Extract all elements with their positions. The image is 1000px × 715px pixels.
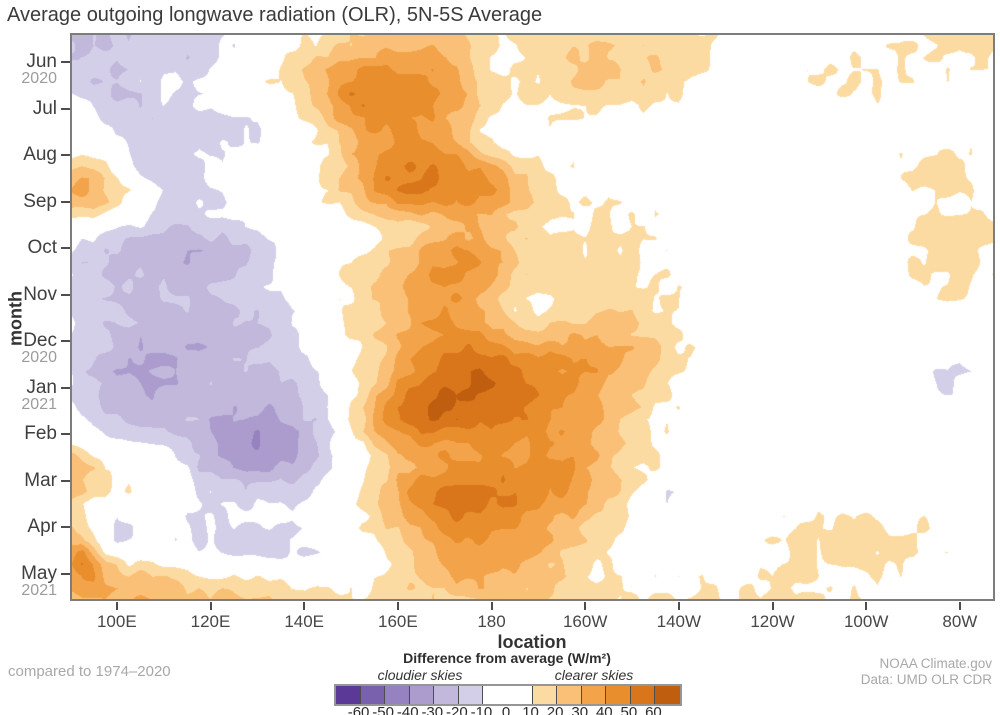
y-axis-title: month xyxy=(5,291,26,346)
colorbar-tick-label: -40 xyxy=(396,704,419,715)
colorbar-segment xyxy=(630,686,656,704)
legend-clearer-label: clearer skies xyxy=(554,667,634,683)
x-tick-mark xyxy=(396,602,399,610)
baseline-footnote: compared to 1974–2020 xyxy=(8,663,171,680)
colorbar-tick-label: 50 xyxy=(620,704,638,715)
y-tick-mark xyxy=(61,293,70,296)
y-tick-month: Dec xyxy=(23,330,57,351)
y-tick-mark xyxy=(61,61,70,63)
x-tick-mark xyxy=(490,602,493,610)
colorbar-tick-label: 10 xyxy=(522,704,539,715)
colorbar-tick-label: 0 xyxy=(501,704,511,715)
colorbar-segment xyxy=(458,686,484,704)
colorbar-tick-label: -20 xyxy=(446,704,468,715)
colorbar-segment xyxy=(483,686,533,704)
x-tick-label: 140W xyxy=(656,612,702,631)
x-tick-label: 160E xyxy=(377,612,418,631)
colorbar-tick-label: 40 xyxy=(595,704,613,715)
colorbar-segment xyxy=(360,686,386,704)
y-tick-month: Jan xyxy=(26,376,57,398)
colorbar-tick-label: -60 xyxy=(347,704,370,715)
x-tick-label: 140E xyxy=(284,612,325,631)
x-tick-label: 120E xyxy=(190,612,231,631)
legend-title: Difference from average (W/m²) xyxy=(403,650,611,666)
credit-source: NOAA Climate.gov xyxy=(879,656,992,671)
colorbar-tick-label: -30 xyxy=(421,704,444,715)
contour-canvas xyxy=(70,33,995,601)
colorbar-segment xyxy=(655,686,680,704)
colorbar-segment xyxy=(434,686,459,704)
y-tick-month: Sep xyxy=(23,190,57,212)
y-tick-mark xyxy=(61,200,70,203)
colorbar-segment xyxy=(532,686,558,704)
y-tick-month: May xyxy=(21,562,57,584)
y-tick-year: 2021 xyxy=(21,395,57,413)
credit-dataset: Data: UMD OLR CDR xyxy=(860,672,992,687)
y-tick-mark xyxy=(61,526,70,528)
x-tick-label: 120W xyxy=(750,612,795,631)
y-tick-mark xyxy=(61,433,70,435)
y-tick-mark xyxy=(61,107,70,110)
y-tick-year: 2020 xyxy=(21,70,57,87)
y-tick-mark xyxy=(61,247,70,249)
y-tick-month: Apr xyxy=(27,516,57,537)
y-tick-month: Nov xyxy=(23,283,57,305)
y-tick-month: Feb xyxy=(24,423,57,444)
y-tick-year: 2020 xyxy=(21,349,57,366)
x-tick-mark xyxy=(584,602,587,610)
colorbar-tick-label: -10 xyxy=(470,704,493,715)
legend-cloudier-label: cloudier skies xyxy=(377,667,463,683)
colorbar-tick-label: 30 xyxy=(571,704,589,715)
x-tick-label: 100W xyxy=(843,612,889,631)
y-tick-mark xyxy=(61,386,70,389)
colorbar-segment xyxy=(606,686,631,704)
x-tick-label: 160W xyxy=(562,612,608,631)
y-tick-mark xyxy=(61,340,70,342)
chart-title: Average outgoing longwave radiation (OLR… xyxy=(7,4,543,26)
x-tick-mark xyxy=(865,602,868,610)
y-tick-month: Mar xyxy=(24,469,57,491)
colorbar-segment xyxy=(336,686,361,704)
x-tick-mark xyxy=(677,602,680,610)
colorbar-segment xyxy=(557,686,582,704)
y-tick-mark xyxy=(61,572,70,575)
x-tick-mark xyxy=(209,602,212,610)
colorbar-tick-label: -50 xyxy=(372,704,394,715)
y-tick-year: 2021 xyxy=(21,581,57,599)
x-tick-label: 180 xyxy=(477,612,506,631)
x-tick-mark xyxy=(115,602,118,610)
credit-footnote: NOAA Climate.gov Data: UMD OLR CDR xyxy=(861,656,992,688)
colorbar xyxy=(334,684,682,706)
x-tick-mark xyxy=(303,602,306,610)
y-tick-mark xyxy=(61,479,70,482)
x-tick-mark xyxy=(958,602,961,610)
colorbar-tick-label: 20 xyxy=(546,704,564,715)
colorbar-segment xyxy=(409,686,435,704)
y-tick-month: Jun xyxy=(26,51,57,72)
colorbar-segment xyxy=(581,686,607,704)
colorbar-segment xyxy=(385,686,410,704)
y-tick-month: Aug xyxy=(23,144,57,165)
x-axis-title: location xyxy=(497,632,567,652)
x-tick-mark xyxy=(771,602,774,610)
x-tick-label: 80W xyxy=(942,612,978,631)
y-tick-mark xyxy=(61,154,70,156)
colorbar-tick-label: 60 xyxy=(645,704,662,715)
y-tick-month: Oct xyxy=(27,237,57,258)
y-tick-month: Jul xyxy=(32,97,57,119)
x-tick-label: 100E xyxy=(96,612,137,631)
